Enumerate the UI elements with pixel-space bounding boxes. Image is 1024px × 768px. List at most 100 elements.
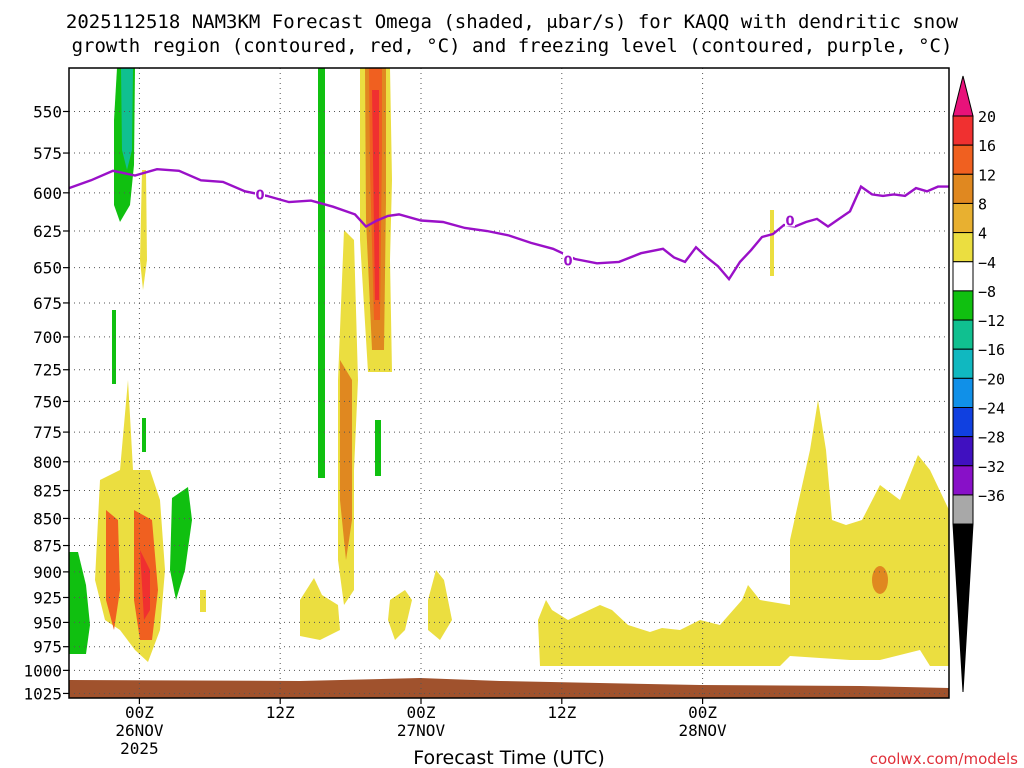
y-tick-label: 725 [33, 361, 62, 380]
x-axis-label: Forecast Time (UTC) [413, 747, 604, 768]
shade-yellow-right [790, 400, 949, 666]
colorbar-label: −4 [978, 254, 996, 272]
colorbar-label: −32 [978, 458, 1005, 476]
colorbar-swatch [952, 290, 974, 321]
freezing-level-label: 0 [255, 188, 264, 203]
y-tick-label: 1000 [23, 661, 62, 680]
surface-band [69, 678, 949, 698]
x-tick-date: 27NOV [397, 721, 446, 740]
y-axis-ticks: 550 575 600 625 650 675 700 725 750 775 800 825 850 8… [23, 102, 69, 703]
colorbar-top-arrow [952, 75, 974, 117]
y-tick-label: 750 [33, 392, 62, 411]
contour-label-bg [563, 252, 573, 267]
y-tick-label: 850 [33, 509, 62, 528]
shade-green-streak1 [112, 310, 116, 384]
shade-red-tower [372, 90, 379, 300]
y-tick-label: 775 [33, 423, 62, 442]
colorbar-label: −8 [978, 283, 996, 301]
y-tick-label: 600 [33, 184, 62, 203]
colorbar-swatch [952, 202, 974, 234]
y-tick-label: 975 [33, 638, 62, 657]
colorbar-label: −20 [978, 370, 1005, 388]
colorbar-label: 4 [978, 225, 987, 243]
freezing-level-label: 0 [785, 214, 794, 229]
colorbar-label: −24 [978, 400, 1005, 418]
colorbar-swatch [952, 436, 974, 467]
y-tick-label: 575 [33, 144, 62, 163]
colorbar-label: 8 [978, 195, 987, 213]
y-tick-label: 925 [33, 588, 62, 607]
x-tick-label: 12Z [547, 703, 576, 722]
y-tick-label: 950 [33, 613, 62, 632]
y-tick-label: 900 [33, 563, 62, 582]
omega-shading [69, 68, 949, 698]
y-tick-label: 675 [33, 294, 62, 313]
shade-teal-top [121, 68, 133, 170]
shade-yellow-thin [140, 170, 147, 290]
x-tick-label: 00Z [125, 703, 154, 722]
shade-green-tall [318, 68, 325, 478]
colorbar-swatch [952, 348, 974, 379]
y-tick-label: 800 [33, 453, 62, 472]
colorbar-swatch [952, 319, 974, 350]
shade-yellow-dot [200, 590, 206, 612]
y-tick-label: 875 [33, 537, 62, 556]
shade-green-mid [170, 487, 192, 600]
shade-orange-left1 [106, 510, 120, 630]
shade-green-small [375, 420, 381, 476]
shade-yellow-left [95, 380, 165, 662]
chart-title-line2: growth region (contoured, red, °C) and f… [72, 35, 953, 57]
x-tick-label: 00Z [407, 703, 436, 722]
colorbar-swatch [952, 465, 974, 496]
shade-low4 [538, 585, 790, 666]
colorbar-label: 16 [978, 137, 996, 155]
y-tick-label: 650 [33, 259, 62, 278]
colorbar-label: 20 [978, 108, 996, 126]
shade-green-streak2 [142, 418, 146, 452]
y-tick-label: 550 [33, 102, 62, 121]
grid-lines [69, 68, 949, 698]
colorbar-swatch [952, 115, 974, 146]
shade-low1 [300, 578, 340, 640]
freezing-level-contour: 0 0 0 [68, 167, 949, 282]
colorbar-swatch [952, 261, 974, 292]
shade-mid-col [340, 360, 352, 560]
freezing-level-line [68, 167, 949, 282]
colorbar-label: −36 [978, 487, 1005, 505]
x-tick-label: 12Z [266, 703, 295, 722]
y-tick-label: 1025 [23, 684, 62, 703]
contour-label-bg [255, 186, 265, 201]
freezing-level-label: 0 [563, 254, 572, 269]
colorbar: 20 16 12 8 4 −4 −8 −12 −16 −20 −24 −28 −32 −36 [952, 75, 1005, 693]
colorbar-swatch [952, 232, 974, 263]
colorbar-swatch [952, 494, 974, 525]
x-tick-date: 26NOV [115, 721, 164, 740]
colorbar-label: −12 [978, 312, 1005, 330]
contour-label-bg [785, 212, 795, 227]
shade-red-left [140, 550, 150, 620]
x-tick-year: 2025 [120, 739, 159, 758]
colorbar-label: −28 [978, 429, 1005, 447]
x-tick-label: 00Z [688, 703, 717, 722]
y-tick-label: 700 [33, 328, 62, 347]
plot-frame [68, 67, 950, 699]
shade-orange-right [872, 566, 888, 594]
y-tick-label: 625 [33, 222, 62, 241]
colorbar-swatch [952, 377, 974, 409]
colorbar-label: −16 [978, 341, 1005, 359]
colorbar-bottom-arrow [952, 523, 974, 693]
colorbar-swatch [952, 407, 974, 438]
x-tick-date: 28NOV [679, 721, 728, 740]
chart-title-line1: 2025112518 NAM3KM Forecast Omega (shaded… [66, 11, 959, 33]
y-tick-label: 825 [33, 482, 62, 501]
colorbar-swatch [952, 144, 974, 175]
shade-green-left [69, 552, 90, 654]
shade-low3 [428, 570, 452, 640]
shade-yellow-streak-right [770, 210, 774, 276]
colorbar-label: 12 [978, 166, 996, 184]
credit-text: coolwx.com/models [870, 750, 1018, 768]
shade-low2 [388, 590, 412, 640]
